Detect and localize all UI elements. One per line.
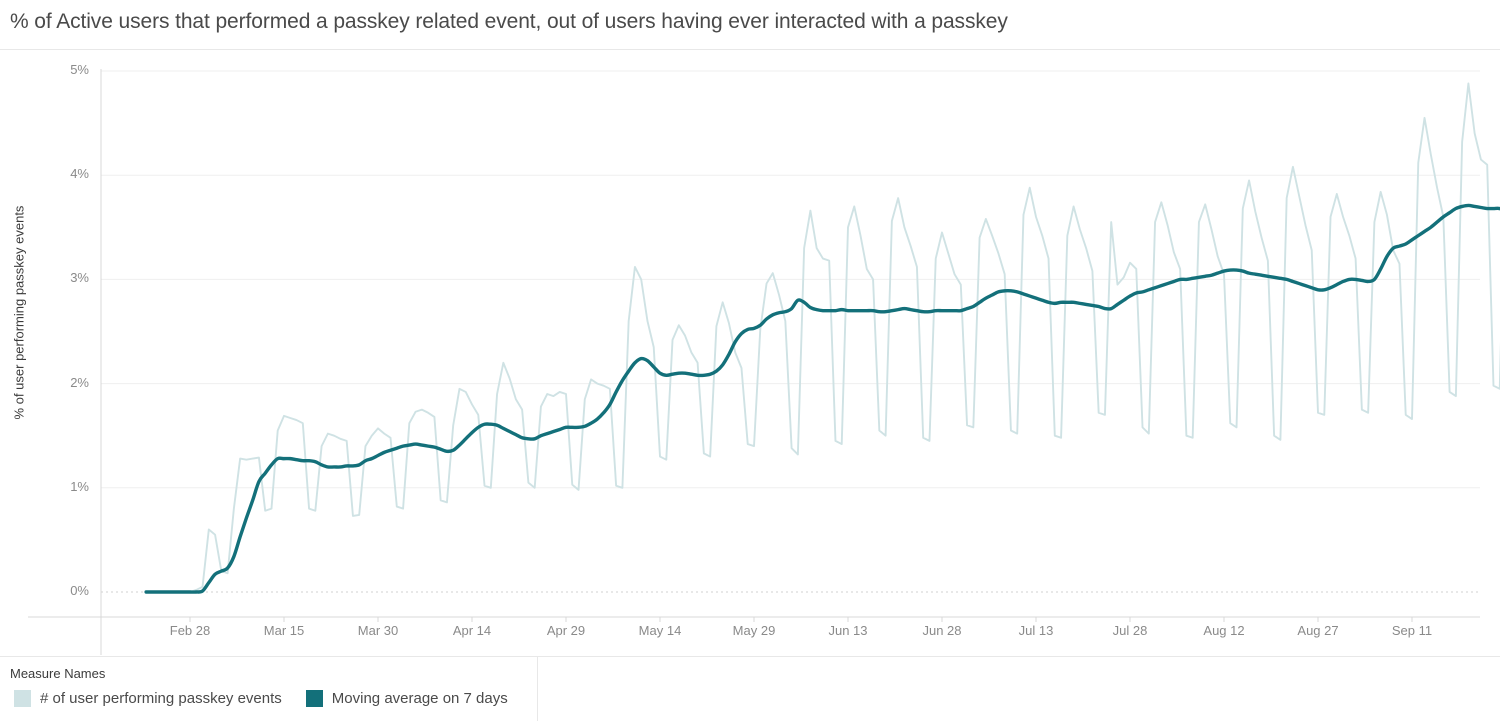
- x-axis-tick-label: Jun 13: [828, 623, 868, 638]
- x-axis-tick-label: May 14: [638, 623, 682, 638]
- gridlines-group: [101, 70, 1480, 593]
- y-axis-tick-label: 4%: [70, 166, 89, 182]
- title-divider: [0, 49, 1500, 50]
- y-axis-tick-label: 5%: [70, 62, 89, 77]
- axis-lines-group: [28, 69, 1480, 655]
- legend-item-list: # of user performing passkey events Movin…: [14, 690, 508, 707]
- x-axis-tick-label: Jul 13: [1018, 623, 1054, 638]
- x-axis-tick-label: Apr 14: [452, 623, 492, 638]
- chart-canvas: % of user performing passkey events 0% 1%…: [0, 50, 1500, 655]
- legend-item-label: # of user performing passkey events: [40, 690, 282, 707]
- y-axis-title: % of user performing passkey events: [11, 205, 27, 420]
- page-title: % of Active users that performed a passk…: [10, 10, 1008, 33]
- y-axis-tick-label: 3%: [70, 270, 89, 286]
- series-group: [144, 82, 1500, 594]
- y-axis-tick-label: 1%: [70, 478, 89, 494]
- y-axis-tick-label: 0%: [70, 583, 89, 598]
- x-axis-tick-label: Jul 28: [1112, 623, 1148, 638]
- x-axis-tick-label: Aug 12: [1203, 623, 1245, 638]
- legend: Measure Names # of user performing passk…: [0, 656, 1500, 721]
- y-axis-tick-label: 2%: [70, 374, 89, 390]
- legend-item[interactable]: Moving average on 7 days: [305, 690, 508, 707]
- daily-events-line: [145, 82, 1500, 593]
- x-axis-tick-label: Apr 29: [546, 623, 586, 638]
- legend-item-label: Moving average on 7 days: [331, 690, 508, 707]
- x-axis-tick-label: Sep 11: [1391, 623, 1433, 638]
- x-axis-tick-label: May 29: [732, 623, 776, 638]
- line-chart-plot: [28, 69, 1500, 655]
- x-axis-tick-label: Jun 28: [922, 623, 962, 638]
- legend-item[interactable]: # of user performing passkey events: [14, 690, 282, 707]
- moving-average-line: [144, 203, 1500, 594]
- x-axis-tick-label: Feb 28: [169, 623, 211, 638]
- legend-vertical-divider: [537, 656, 538, 721]
- x-axis-tick-label: Mar 15: [263, 623, 305, 638]
- x-axis-tick-label: Mar 30: [357, 623, 399, 638]
- legend-title: Measure Names: [10, 666, 106, 681]
- dark-teal-swatch: [305, 690, 323, 707]
- x-axis-tick-label: Aug 27: [1297, 623, 1339, 638]
- legend-top-divider: [0, 656, 1500, 657]
- light-teal-swatch: [14, 690, 31, 707]
